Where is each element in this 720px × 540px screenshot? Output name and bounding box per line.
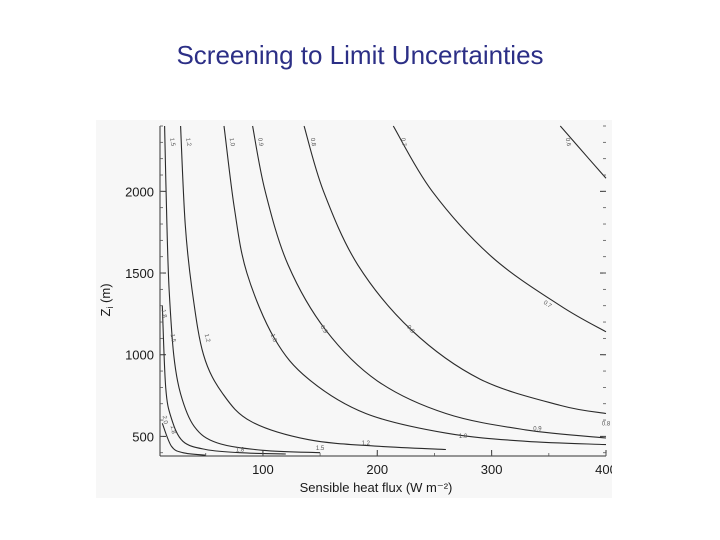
y-tick-label: 2000	[125, 184, 154, 199]
contour-label-low-4: 0.9	[533, 427, 542, 433]
contour-label-top-4: 0.8	[309, 137, 316, 147]
y-axis-label-sub: i	[105, 307, 115, 309]
contour-line-1.0	[223, 125, 607, 446]
contour-line-1.5	[164, 125, 321, 454]
slide-title: Screening to Limit Uncertainties	[176, 40, 544, 70]
contour-label-top-0: 1.5	[168, 137, 175, 147]
contour-label-mid-3: 1.0	[269, 333, 278, 344]
contour-line-0.7	[392, 125, 607, 333]
contour-label-extra-0: 2.0	[161, 415, 168, 425]
contour-label-mid-6: 0.7	[542, 300, 553, 310]
contour-label-low-5: 0.8	[602, 422, 611, 428]
contour-label-mid-1: 1.5	[169, 334, 176, 344]
contour-label-top-5: 0.7	[399, 137, 406, 147]
contour-figure: 1.5 1.2 1.0 0.9 0.8 0.7 0.6 1.8 1.5 1.2 1.0 0.9 0.8 0…	[96, 120, 612, 498]
y-axis-label: Zi (m)	[98, 283, 115, 316]
contour-label-low-3: 1.0	[459, 434, 468, 440]
contour-label-low-2: 1.2	[362, 441, 371, 447]
contour-label-low-0: 1.8	[236, 448, 245, 454]
contour-line-2.0	[161, 423, 206, 456]
axis-ticks: 100 200 300 400 500 1000 1500 2000	[125, 125, 612, 477]
x-tick-label: 100	[252, 462, 274, 477]
contour-label-top-6: 0.6	[564, 137, 571, 147]
contour-labels: 1.5 1.2 1.0 0.9 0.8 0.7 0.6 1.8 1.5 1.2 1.0 0.9 0.8 0…	[160, 137, 611, 453]
contour-line-0.8	[303, 125, 607, 415]
contour-label-low-1: 1.5	[316, 446, 325, 452]
contour-line-0.9	[252, 125, 607, 439]
contour-label-mid-0: 1.8	[160, 309, 167, 319]
y-axis-label-unit: (m)	[98, 283, 113, 306]
y-tick-label: 500	[132, 429, 154, 444]
x-tick-label: 200	[366, 462, 388, 477]
y-axis-label-main: Z	[98, 309, 113, 317]
contour-label-mid-5: 0.8	[405, 324, 415, 335]
x-axis-label: Sensible heat flux (W m⁻²)	[300, 480, 453, 495]
contour-label-extra-1: 1.8	[169, 425, 176, 435]
y-tick-label: 1000	[125, 348, 154, 363]
y-tick-label: 1500	[125, 266, 154, 281]
plot-frame	[159, 126, 606, 457]
contour-line-0.6	[559, 125, 607, 179]
contour-label-top-3: 0.9	[256, 137, 263, 147]
contour-label-top-2: 1.0	[228, 137, 235, 147]
contour-lines	[161, 125, 607, 456]
contour-line-1.8	[161, 305, 286, 455]
contour-label-mid-2: 1.2	[203, 333, 211, 343]
contour-chart: 1.5 1.2 1.0 0.9 0.8 0.7 0.6 1.8 1.5 1.2 1.0 0.9 0.8 0…	[98, 125, 612, 495]
contour-line-1.2	[180, 125, 446, 451]
contour-label-top-1: 1.2	[184, 137, 191, 147]
x-tick-label: 400	[595, 462, 612, 477]
contour-label-mid-4: 0.9	[319, 325, 329, 336]
x-tick-label: 300	[481, 462, 503, 477]
